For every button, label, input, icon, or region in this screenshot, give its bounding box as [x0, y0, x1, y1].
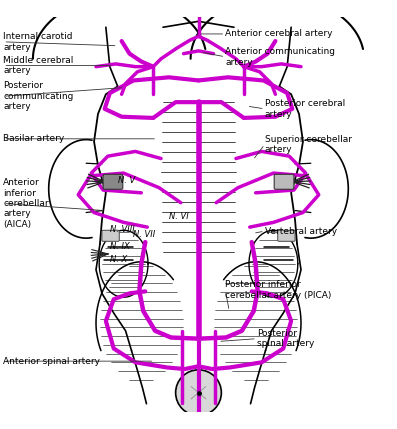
- Text: Superior cerebellar
artery: Superior cerebellar artery: [265, 135, 352, 154]
- Text: Anterior cerebral artery: Anterior cerebral artery: [225, 30, 333, 39]
- Text: N. VII: N. VII: [133, 230, 156, 239]
- Text: Posterior cerebral
artery: Posterior cerebral artery: [265, 99, 345, 118]
- FancyBboxPatch shape: [103, 174, 123, 189]
- FancyBboxPatch shape: [278, 230, 295, 241]
- Text: Posterior inferior
cerebellar artery (PICA): Posterior inferior cerebellar artery (PI…: [225, 281, 331, 300]
- Text: N. VI: N. VI: [169, 212, 189, 221]
- Text: Anterior
inferior
cerebellar
artery
(AICA): Anterior inferior cerebellar artery (AIC…: [3, 178, 49, 229]
- Text: Anterior communicating
artery: Anterior communicating artery: [225, 47, 335, 66]
- Text: Anterior spinal artery: Anterior spinal artery: [3, 356, 100, 366]
- Text: N. V: N. V: [118, 176, 135, 185]
- FancyBboxPatch shape: [102, 230, 119, 241]
- Text: Posterior
spinal artery: Posterior spinal artery: [257, 329, 314, 348]
- Circle shape: [175, 370, 222, 416]
- FancyBboxPatch shape: [274, 174, 294, 189]
- Text: Middle cerebral
artery: Middle cerebral artery: [3, 56, 74, 75]
- Text: Vertebral artery: Vertebral artery: [265, 227, 337, 236]
- Text: N. X: N. X: [110, 255, 127, 264]
- Text: N. IX: N. IX: [110, 242, 129, 251]
- Text: N. VIII: N. VIII: [110, 225, 135, 233]
- Text: Basilar artery: Basilar artery: [3, 134, 65, 143]
- Text: Posterior
communicating
artery: Posterior communicating artery: [3, 82, 74, 111]
- Text: Internal carotid
artery: Internal carotid artery: [3, 32, 73, 51]
